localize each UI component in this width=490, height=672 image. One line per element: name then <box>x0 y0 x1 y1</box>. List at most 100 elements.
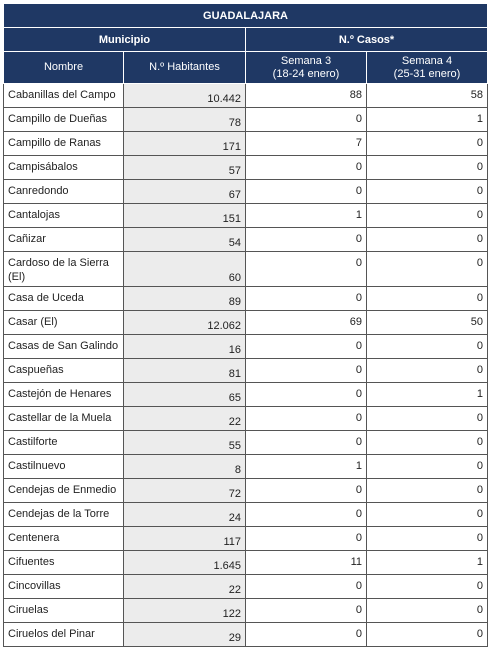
table-cell: 29 <box>123 622 246 647</box>
cases-table: GUADALAJARA Municipio N.º Casos* Nombre … <box>2 3 489 647</box>
table-cell: Ciruelas <box>3 598 124 623</box>
table-cell: Casas de San Galindo <box>3 334 124 359</box>
table-cell: 0 <box>365 286 489 311</box>
table-cell: Castilnuevo <box>3 454 124 479</box>
table-cell: 1 <box>365 107 489 132</box>
table-cell: 0 <box>365 358 489 383</box>
table-cell: Cendejas de la Torre <box>3 502 124 527</box>
table-body: Cabanillas del Campo 10.442 88 58 Campillo d… <box>3 83 489 647</box>
table-cell: 0 <box>245 107 367 132</box>
table-cell: 0 <box>365 155 489 180</box>
table-cell: 24 <box>123 502 246 527</box>
table-cell: Ciruelos del Pinar <box>3 622 124 647</box>
table-cell: 1 <box>365 382 489 407</box>
table-cell: 1 <box>245 203 367 228</box>
table-cell: Cardoso de la Sierra (El) <box>3 251 124 287</box>
table-cell: 8 <box>123 454 246 479</box>
table-cell: 0 <box>365 251 489 287</box>
table-cell: 50 <box>365 310 489 335</box>
table-row: Casas de San Galindo 16 0 0 <box>3 334 489 359</box>
table-cell: 0 <box>245 574 367 599</box>
table-cell: 0 <box>245 155 367 180</box>
table-cell: 0 <box>365 334 489 359</box>
table-cell: 0 <box>365 227 489 252</box>
table-cell: 0 <box>365 502 489 527</box>
table-cell: 54 <box>123 227 246 252</box>
table-cell: 60 <box>123 251 246 287</box>
table-row: Cardoso de la Sierra (El) 60 0 0 <box>3 251 489 287</box>
table-title: GUADALAJARA <box>2 3 489 28</box>
table-row: Ciruelas 122 0 0 <box>3 598 489 623</box>
table-cell: 0 <box>245 406 367 431</box>
table-row: Ciruelos del Pinar 29 0 0 <box>3 622 489 647</box>
table-row: Castilnuevo 8 1 0 <box>3 454 489 479</box>
table-cell: 11 <box>245 550 367 575</box>
column-header: Nombre <box>3 51 124 84</box>
group-header: Municipio <box>3 27 246 52</box>
table-cell: 22 <box>123 574 246 599</box>
table-cell: 55 <box>123 430 246 455</box>
table-cell: Centenera <box>3 526 124 551</box>
table-row: Caspueñas 81 0 0 <box>3 358 489 383</box>
table-cell: Campisábalos <box>3 155 124 180</box>
table-cell: 0 <box>245 227 367 252</box>
table-cell: 58 <box>365 83 489 108</box>
table-cell: 72 <box>123 478 246 503</box>
table-cell: 0 <box>365 203 489 228</box>
table-row: Castellar de la Muela 22 0 0 <box>3 406 489 431</box>
table-cell: Canredondo <box>3 179 124 204</box>
table-cell: Castejón de Henares <box>3 382 124 407</box>
table-cell: 0 <box>245 478 367 503</box>
table-cell: 69 <box>245 310 367 335</box>
table-cell: 0 <box>365 179 489 204</box>
table-cell: 0 <box>365 454 489 479</box>
column-header: Semana 3 (18-24 enero) <box>245 51 367 84</box>
table-cell: 0 <box>365 478 489 503</box>
table-cell: 1 <box>245 454 367 479</box>
header-line: (18-24 enero) <box>272 67 340 80</box>
table-row: Cabanillas del Campo 10.442 88 58 <box>3 83 489 108</box>
table-row: Castejón de Henares 65 0 1 <box>3 382 489 407</box>
table-cell: 0 <box>245 382 367 407</box>
table-cell: Cañizar <box>3 227 124 252</box>
table-cell: Caspueñas <box>3 358 124 383</box>
table-cell: 0 <box>365 598 489 623</box>
table-cell: 78 <box>123 107 246 132</box>
table-cell: Campillo de Ranas <box>3 131 124 156</box>
table-cell: 0 <box>365 406 489 431</box>
table-cell: Cendejas de Enmedio <box>3 478 124 503</box>
table-cell: 151 <box>123 203 246 228</box>
table-cell: 1 <box>365 550 489 575</box>
table-cell: Cantalojas <box>3 203 124 228</box>
table-cell: 171 <box>123 131 246 156</box>
table-cell: 0 <box>245 286 367 311</box>
table-row: Casa de Uceda 89 0 0 <box>3 286 489 311</box>
table-row: Cifuentes 1.645 11 1 <box>3 550 489 575</box>
table-cell: Cincovillas <box>3 574 124 599</box>
table-cell: Cifuentes <box>3 550 124 575</box>
table-row: Cendejas de Enmedio 72 0 0 <box>3 478 489 503</box>
table-cell: Castellar de la Muela <box>3 406 124 431</box>
table-cell: 16 <box>123 334 246 359</box>
table-cell: 7 <box>245 131 367 156</box>
table-row: Cañizar 54 0 0 <box>3 227 489 252</box>
table-cell: Campillo de Dueñas <box>3 107 124 132</box>
table-cell: 0 <box>245 334 367 359</box>
table-cell: 0 <box>245 622 367 647</box>
table-cell: 57 <box>123 155 246 180</box>
table-row: Campisábalos 57 0 0 <box>3 155 489 180</box>
table-cell: 0 <box>365 131 489 156</box>
table-cell: 65 <box>123 382 246 407</box>
table-cell: 0 <box>245 502 367 527</box>
table-cell: 10.442 <box>123 83 246 108</box>
table-cell: Casa de Uceda <box>3 286 124 311</box>
table-cell: 117 <box>123 526 246 551</box>
group-header: N.º Casos* <box>244 27 489 52</box>
table-cell: Castilforte <box>3 430 124 455</box>
table-row: Castilforte 55 0 0 <box>3 430 489 455</box>
column-header: Semana 4 (25-31 enero) <box>365 51 489 84</box>
table-row: Cincovillas 22 0 0 <box>3 574 489 599</box>
table-cell: 0 <box>365 622 489 647</box>
column-header: N.º Habitantes <box>123 51 246 84</box>
